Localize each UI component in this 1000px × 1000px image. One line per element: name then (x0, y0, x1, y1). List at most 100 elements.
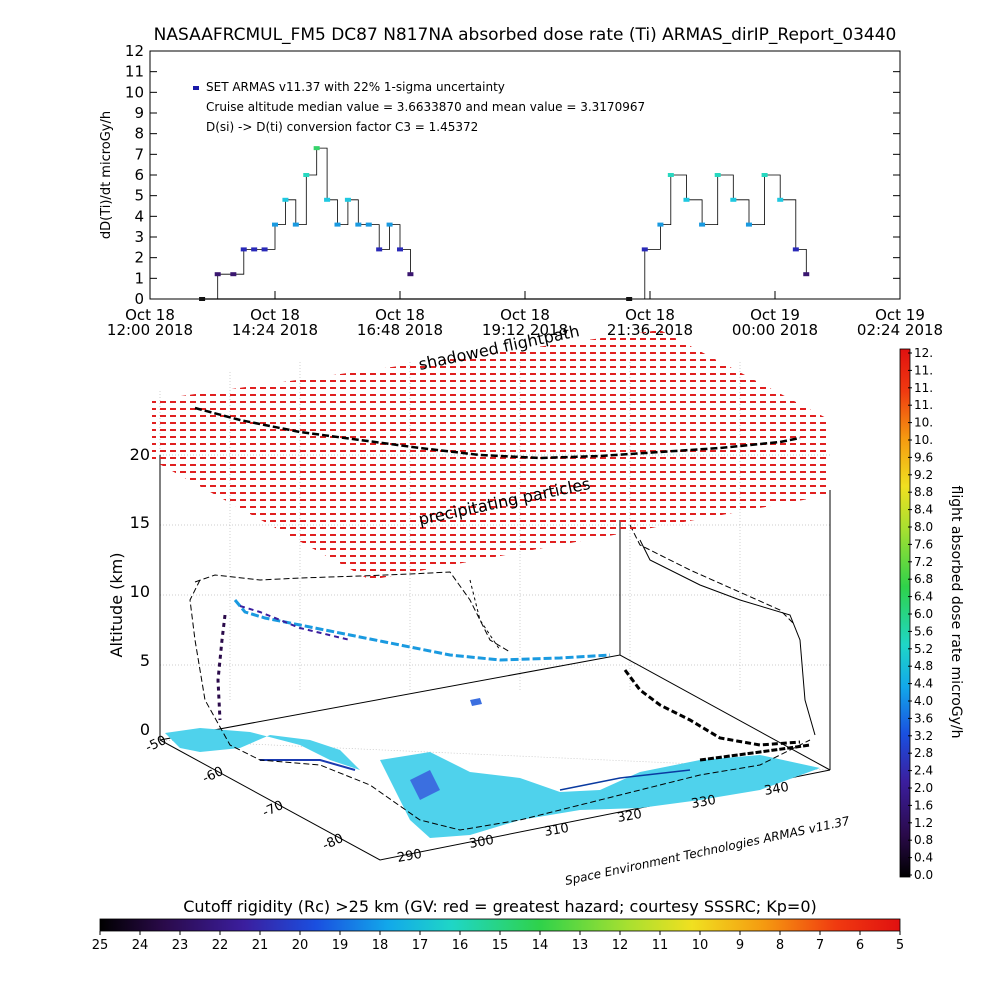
cutoff-tick-label: 10 (692, 938, 709, 953)
colorbar-tick-label: 1.6 (914, 798, 933, 812)
colorbar-tick-label: 5.2 (914, 642, 933, 656)
precipitating-particles-plane (152, 330, 830, 580)
x-tick-label: 02:24 2018 (857, 321, 943, 339)
colorbar-tick-label: 3.6 (914, 711, 933, 725)
y-tick-label: 12 (125, 42, 144, 60)
x-tick-label: 12:00 2018 (107, 321, 193, 339)
data-point (199, 297, 206, 301)
dose-rate-series (199, 146, 810, 301)
data-point (282, 197, 289, 202)
colorbar-tick-label: 9.6 (914, 450, 933, 464)
colorbar-tick-label: 4.4 (914, 677, 933, 691)
colorbar-tick-label: 10. (914, 433, 933, 447)
alt-tick: 15 (130, 513, 150, 532)
lat-tick: -60 (200, 764, 226, 787)
cutoff-tick-label: 24 (132, 938, 149, 953)
cutoff-tick-label: 20 (292, 938, 309, 953)
data-point (657, 222, 664, 227)
cutoff-tick-label: 17 (412, 938, 429, 953)
lon-tick: 290 (396, 847, 423, 866)
x-tick-label: 00:00 2018 (732, 321, 818, 339)
colorbar-tick-label: 5.6 (914, 624, 933, 638)
alt-tick: 10 (130, 582, 150, 601)
colorbar-tick-label: 8.0 (914, 520, 933, 534)
lon-tick: 340 (763, 780, 790, 799)
colorbar-tick-label: 11. (914, 381, 933, 395)
x-tick-label: Oct 18 (125, 306, 175, 324)
data-point (792, 247, 799, 252)
y-tick-label: 6 (134, 166, 144, 184)
colorbar-tick-label: 7.6 (914, 537, 933, 551)
x-tick-label: Oct 18 (625, 306, 675, 324)
map-landmass (165, 698, 820, 838)
data-point (230, 272, 237, 277)
y-tick-label: 1 (134, 269, 144, 287)
data-point (303, 173, 310, 177)
cutoff-tick-label: 11 (652, 938, 669, 953)
colorbar-tick-label: 4.8 (914, 659, 933, 673)
data-point (365, 222, 372, 227)
colorbar-tick-label: 7.2 (914, 555, 933, 569)
y-tick-label: 9 (134, 104, 144, 122)
data-point (324, 197, 331, 202)
credit-text: Space Environment Technologies ARMAS v11… (564, 814, 851, 888)
lon-tick: 310 (543, 821, 570, 840)
cutoff-tick-label: 6 (856, 938, 864, 953)
data-point (251, 247, 258, 252)
cutoff-gradient (99, 918, 901, 932)
colorbar-tick-label: 9.2 (914, 468, 933, 482)
y-tick-label: 4 (134, 207, 144, 225)
y-axis-label: dD(Ti)/dt microGy/h (99, 111, 114, 239)
alt-tick: 0 (140, 720, 150, 739)
cutoff-tick-label: 21 (252, 938, 269, 953)
colorbar-tick-label: 3.2 (914, 729, 933, 743)
x-tick-label: Oct 18 (250, 306, 300, 324)
data-point (667, 173, 674, 177)
colorbar-tick-label: 2.4 (914, 764, 933, 778)
flight-3d-panel: 0 5 10 15 20 Altitude (km) -50 -60 -70 -… (107, 321, 851, 888)
cutoff-tick-label: 5 (896, 938, 904, 953)
colorbar-tick-label: 6.8 (914, 572, 933, 586)
data-point (777, 197, 784, 202)
cutoff-tick-label: 9 (736, 938, 744, 953)
x-tick-label: Oct 18 (500, 306, 550, 324)
data-point (397, 247, 403, 252)
y-tick-label: 10 (125, 83, 144, 101)
cutoff-colorbar-label: Cutoff rigidity (Rc) >25 km (GV: red = g… (183, 897, 817, 916)
colorbar-tick-label: 6.0 (914, 607, 933, 621)
data-point (745, 222, 752, 227)
y-tick-label: 2 (134, 249, 144, 267)
data-point (313, 146, 320, 151)
series-line (202, 147, 411, 300)
data-point (272, 222, 278, 227)
colorbar-tick-label: 10. (914, 416, 933, 430)
colorbar-tick-label: 8.8 (914, 485, 933, 499)
cutoff-rigidity-colorbar: Cutoff rigidity (Rc) >25 km (GV: red = g… (92, 897, 904, 953)
data-point (214, 272, 221, 277)
lon-tick: 300 (468, 833, 495, 852)
cutoff-tick-label: 19 (332, 938, 349, 953)
colorbar-tick-label: 0.4 (914, 851, 933, 865)
data-point (714, 173, 721, 177)
data-point (699, 222, 706, 227)
data-point (386, 222, 393, 227)
x-tick-label: Oct 19 (875, 306, 925, 324)
cutoff-tick-label: 7 (816, 938, 824, 953)
colorbar-tick-label: 0.0 (914, 868, 933, 882)
series-line (629, 174, 807, 300)
cutoff-tick-label: 12 (612, 938, 629, 953)
x-tick-label: 14:24 2018 (232, 321, 318, 339)
cutoff-tick-label: 23 (172, 938, 189, 953)
colorbar-tick-label: 0.8 (914, 833, 933, 847)
cutoff-tick-label: 13 (572, 938, 589, 953)
cutoff-tick-label: 22 (212, 938, 229, 953)
data-point (261, 247, 268, 252)
y-tick-label: 8 (134, 125, 144, 143)
cutoff-tick-label: 18 (372, 938, 389, 953)
data-point (355, 222, 362, 227)
cutoff-tick-label: 15 (492, 938, 509, 953)
data-point (641, 247, 648, 252)
colorbar-tick-label: 11. (914, 398, 933, 412)
